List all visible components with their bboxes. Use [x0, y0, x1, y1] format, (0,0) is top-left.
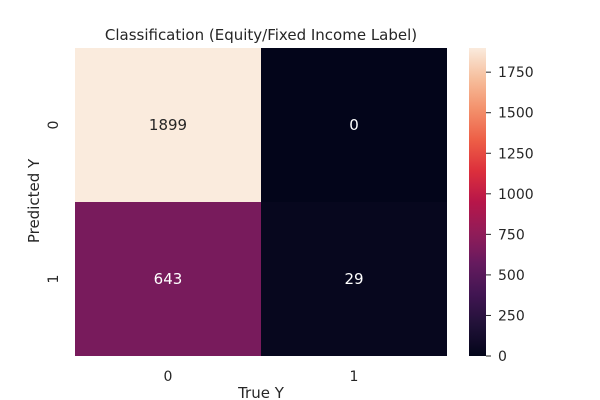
- heatmap-cell-label-r0-c1: 0: [349, 116, 359, 134]
- x-tick-label-1: 1: [350, 369, 359, 385]
- heatmap-cell-labels: 1899 0 643 29: [149, 116, 364, 288]
- y-axis-label: Predicted Y: [25, 158, 43, 243]
- heatmap-cell-label-r0-c0: 1899: [149, 116, 187, 134]
- colorbar-tick-label-5: 1250: [498, 146, 534, 162]
- heatmap-cell-r1-c0: [75, 202, 261, 356]
- colorbar-tick-label-3: 750: [498, 227, 525, 243]
- heatmap-cell-r1-c1: [261, 202, 447, 356]
- y-axis-ticks: 01: [46, 121, 62, 284]
- x-axis-label: True Y: [237, 384, 285, 400]
- colorbar-ticks: 0 250 500 750 1000 1250 1500 1750: [486, 65, 534, 365]
- chart-title: Classification (Equity/Fixed Income Labe…: [105, 26, 417, 44]
- heatmap-cell-r0-c0: [75, 48, 261, 202]
- colorbar-tick-label-1: 250: [498, 308, 525, 324]
- heatmap-cell-label-r1-c0: 643: [154, 270, 183, 288]
- colorbar-tick-label-4: 1000: [498, 187, 534, 203]
- x-tick-label-0: 0: [164, 369, 173, 385]
- y-tick-label-1: 1: [46, 275, 62, 284]
- colorbar-tick-label-2: 500: [498, 268, 525, 284]
- colorbar-tick-label-7: 1750: [498, 65, 534, 81]
- heatmap-cells: [75, 48, 447, 356]
- heatmap-cell-label-r1-c1: 29: [344, 270, 363, 288]
- colorbar: [469, 48, 486, 356]
- colorbar-tick-label-0: 0: [498, 349, 507, 365]
- heatmap-cell-r0-c1: [261, 48, 447, 202]
- y-tick-label-0: 0: [46, 121, 62, 130]
- colorbar-tick-label-6: 1500: [498, 106, 534, 122]
